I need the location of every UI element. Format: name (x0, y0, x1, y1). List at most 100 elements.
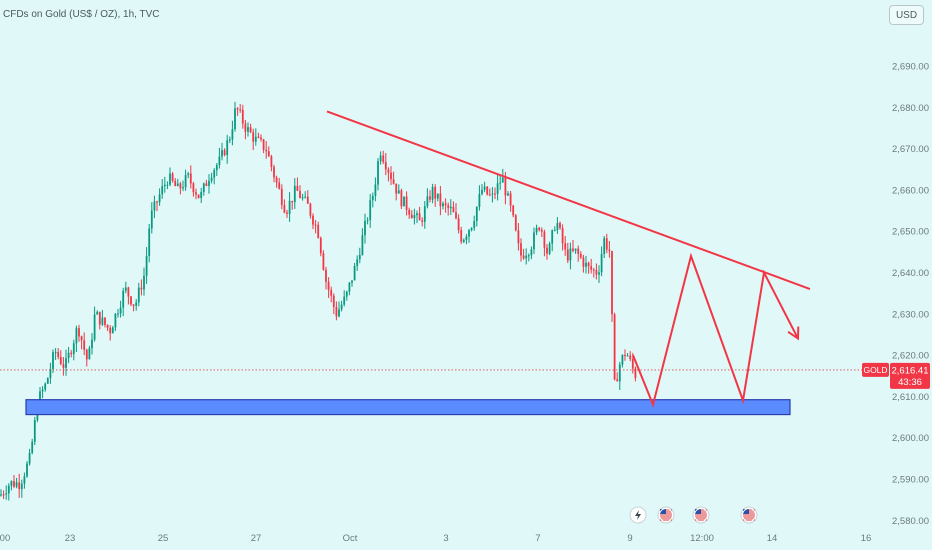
candle-body (195, 192, 197, 195)
candle-body (522, 255, 525, 259)
candle-body (273, 166, 275, 178)
candle-body (332, 295, 335, 307)
price-tick-label: 2,680.00 (892, 103, 929, 114)
candle-body (36, 410, 39, 421)
lightning-icon (629, 506, 647, 524)
chart-title: CFDs on Gold (US$ / OZ), 1h, TVC (3, 9, 160, 20)
candle-body (83, 340, 86, 350)
candle-body (421, 220, 424, 222)
candle-body (452, 206, 455, 213)
candle-body (465, 236, 468, 240)
candle-body (517, 230, 520, 244)
candle-body (598, 272, 600, 275)
candle-body (278, 182, 281, 189)
price-tick-label: 2,630.00 (892, 309, 929, 320)
candle-body (293, 185, 296, 203)
candle-body (158, 194, 161, 203)
candle-body (569, 248, 572, 261)
candle-body (218, 156, 221, 166)
candle-body (434, 186, 437, 199)
candle-body (106, 324, 109, 328)
candle-body (104, 317, 106, 325)
candle-body (15, 482, 18, 487)
price-tag-countdown: 43:36 (898, 377, 922, 388)
candle-body (270, 156, 273, 167)
candle-body (215, 165, 218, 171)
candle-body (343, 296, 346, 305)
candle-body (574, 248, 577, 251)
candle-body (616, 379, 619, 382)
candle-body (585, 262, 587, 267)
price-tag-bg (890, 362, 930, 389)
candle-body (356, 259, 359, 266)
candle-body (18, 482, 21, 490)
time-axis: 2:00 23 25 27 Oct 3 7 9 12:00 14 16 (0, 533, 871, 544)
candle-body (634, 368, 637, 379)
candle-body (239, 109, 242, 111)
candle-body (44, 383, 47, 390)
candle-body (127, 287, 130, 297)
candle-body (618, 364, 621, 382)
price-tick-label: 2,580.00 (892, 516, 929, 527)
candle-body (143, 275, 145, 290)
candle-body (369, 200, 372, 220)
candle-body (226, 140, 229, 156)
candle-body (582, 257, 585, 267)
candle-body (423, 206, 426, 222)
candle-body (418, 213, 421, 221)
candle-body (241, 109, 244, 124)
candle-body (288, 200, 291, 214)
symbol-tag-bg (862, 362, 889, 377)
candle-body (488, 194, 491, 196)
candle-body (179, 183, 182, 189)
candle-body (595, 269, 598, 275)
candle-body (408, 209, 411, 215)
candle-body (23, 476, 26, 484)
candle-body (561, 228, 564, 244)
time-tick-label: 23 (65, 533, 76, 544)
candle-body (88, 348, 91, 360)
currency-button[interactable]: USD (889, 5, 924, 25)
candle-body (130, 296, 132, 305)
candle-body (299, 190, 301, 198)
candle-body (174, 180, 177, 187)
candle-body (392, 179, 395, 184)
candle-body (161, 186, 164, 195)
candle-body (395, 183, 398, 194)
candle-body (91, 339, 93, 349)
candle-body (577, 248, 580, 254)
candle-body (13, 481, 15, 487)
candle-body (96, 311, 99, 315)
candle-body (444, 203, 447, 206)
candle-body (483, 186, 486, 190)
candle-body (75, 328, 78, 344)
us-flag-icon (692, 506, 710, 524)
candle-body (572, 248, 574, 251)
candle-body (351, 280, 353, 283)
candle-body (629, 355, 632, 360)
candle-body (564, 243, 567, 250)
candle-body (509, 193, 512, 206)
candle-body (52, 352, 54, 370)
candle-body (148, 228, 151, 256)
candle-body (603, 238, 606, 254)
candle-body (327, 281, 330, 290)
candle-body (426, 196, 429, 207)
candle-body (28, 452, 31, 464)
candle-body (587, 262, 590, 267)
candle-body (442, 203, 444, 207)
candle-body (548, 243, 551, 254)
candle-body (499, 182, 502, 184)
candle-body (621, 355, 624, 365)
candle-body (304, 196, 307, 198)
candle-body (189, 173, 192, 184)
candle-body (62, 364, 65, 368)
candle-body (364, 220, 366, 236)
candle-body (192, 183, 195, 193)
candle-body (205, 183, 208, 186)
candle-body (481, 189, 483, 194)
candle-body (501, 177, 504, 183)
candle-body (46, 378, 49, 384)
